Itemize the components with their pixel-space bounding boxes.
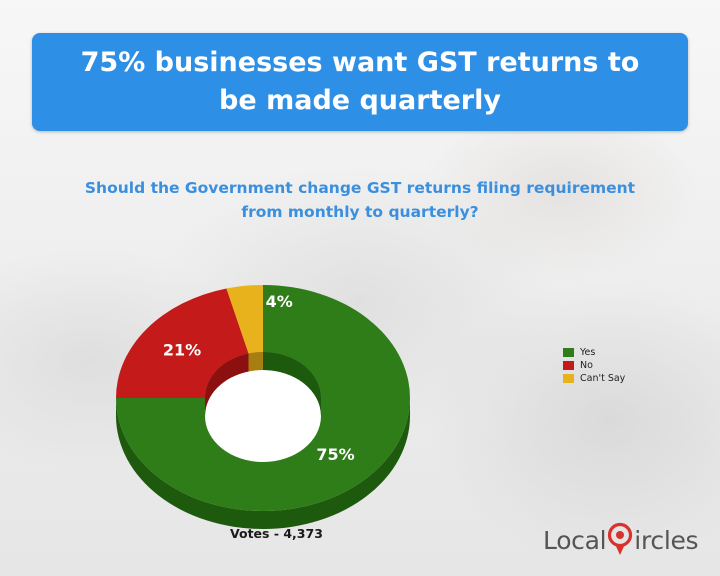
slice-side-yes xyxy=(116,398,410,529)
legend-label-yes: Yes xyxy=(580,347,596,358)
legend-swatch-no xyxy=(563,361,574,370)
legend-item-yes: Yes xyxy=(563,346,625,359)
votes-count: Votes - 4,373 xyxy=(230,526,323,541)
donut-hole xyxy=(205,370,321,462)
slice-inner-face-can-t-say-0 xyxy=(248,352,263,372)
slice-no xyxy=(116,288,249,398)
legend-swatch-yes xyxy=(563,348,574,357)
slice-can-t-say xyxy=(226,285,263,354)
slice-yes xyxy=(116,285,410,511)
logo-text-left: Local xyxy=(543,525,607,555)
data-label-no: 21% xyxy=(163,340,201,359)
legend-item-can-t-say: Can't Say xyxy=(563,372,625,385)
data-label-can-t-say: 4% xyxy=(266,292,293,311)
slice-inner-face-no-0 xyxy=(205,353,249,416)
legend-swatch-can-t-say xyxy=(563,374,574,383)
localcircles-logo: Local ircles xyxy=(543,520,699,560)
chart-legend: Yes No Can't Say xyxy=(563,346,625,385)
data-label-yes: 75% xyxy=(316,445,354,464)
legend-item-no: No xyxy=(563,359,625,372)
slice-inner-face-yes-1 xyxy=(263,352,321,416)
legend-label-can-t-say: Can't Say xyxy=(580,373,626,384)
headline-title: 75% businesses want GST returns to be ma… xyxy=(80,47,640,116)
logo-text-right: ircles xyxy=(634,525,699,555)
map-pin-circle-icon xyxy=(608,522,633,555)
poll-question: Should the Government change GST returns… xyxy=(84,179,636,221)
headline-banner: 75% businesses want GST returns to be ma… xyxy=(32,33,688,131)
legend-label-no: No xyxy=(580,360,593,371)
